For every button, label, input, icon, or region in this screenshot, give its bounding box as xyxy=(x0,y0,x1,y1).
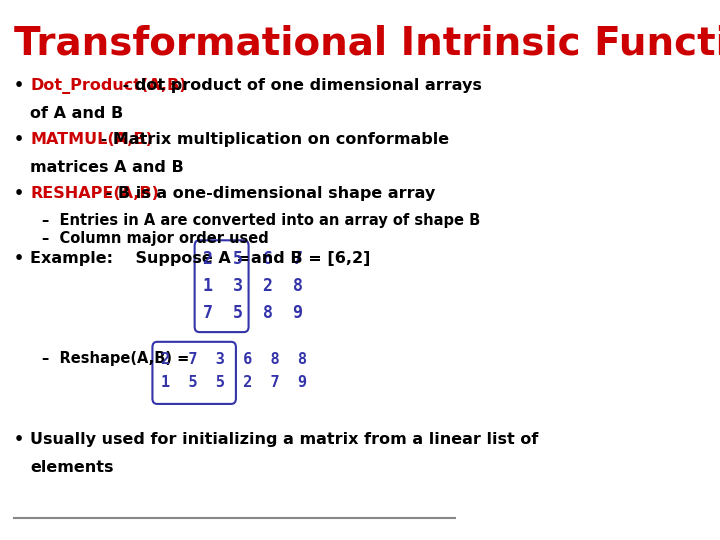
Text: 7  5  8  9: 7 5 8 9 xyxy=(203,304,303,322)
Text: RESHAPE(A,B): RESHAPE(A,B) xyxy=(30,186,159,201)
Text: - dot product of one dimensional arrays: - dot product of one dimensional arrays xyxy=(117,78,482,93)
Text: Example:    Suppose A =: Example: Suppose A = xyxy=(30,251,256,266)
Text: MATMUL(A,B): MATMUL(A,B) xyxy=(30,132,153,147)
Text: •: • xyxy=(14,78,24,93)
Text: 1  3  2  8: 1 3 2 8 xyxy=(203,277,303,295)
Text: Usually used for initializing a matrix from a linear list of: Usually used for initializing a matrix f… xyxy=(30,432,539,447)
Text: •: • xyxy=(14,186,24,201)
Text: and B = [6,2]: and B = [6,2] xyxy=(251,251,370,266)
Text: 2  7  3  6  8  8: 2 7 3 6 8 8 xyxy=(161,352,307,367)
Text: –  Entries in A are converted into an array of shape B: – Entries in A are converted into an arr… xyxy=(42,213,480,228)
Text: elements: elements xyxy=(30,460,114,475)
Text: matrices A and B: matrices A and B xyxy=(30,160,184,176)
Text: •: • xyxy=(14,251,24,266)
Text: Transformational Intrinsic Functions: Transformational Intrinsic Functions xyxy=(14,24,720,62)
Text: •: • xyxy=(14,432,24,447)
Text: - B is a one-dimensional shape array: - B is a one-dimensional shape array xyxy=(100,186,435,201)
Text: 2  5  6  7: 2 5 6 7 xyxy=(203,250,303,268)
Text: Dot_Product(A,B): Dot_Product(A,B) xyxy=(30,78,187,94)
Text: •: • xyxy=(14,132,24,147)
Text: –  Column major order used: – Column major order used xyxy=(42,231,269,246)
Text: –  Reshape(A,B) =: – Reshape(A,B) = xyxy=(42,351,194,366)
Text: of A and B: of A and B xyxy=(30,106,124,122)
Text: 1  5  5  2  7  9: 1 5 5 2 7 9 xyxy=(161,375,307,390)
Text: - Matrix multiplication on conformable: - Matrix multiplication on conformable xyxy=(95,132,449,147)
